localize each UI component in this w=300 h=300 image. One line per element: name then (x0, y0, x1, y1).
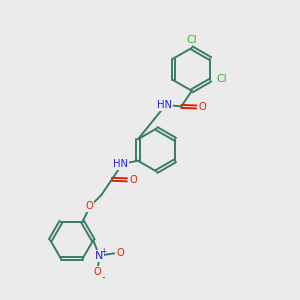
Text: Cl: Cl (187, 34, 197, 44)
Text: +: + (100, 247, 107, 256)
Text: N: N (95, 251, 103, 261)
Text: O: O (199, 102, 207, 112)
Text: HN: HN (113, 159, 128, 169)
Text: O: O (85, 201, 93, 211)
Text: Cl: Cl (217, 74, 227, 84)
Text: O: O (117, 248, 124, 258)
Text: O: O (94, 266, 102, 277)
Text: O: O (130, 175, 137, 185)
Text: HN: HN (157, 100, 172, 110)
Text: -: - (101, 272, 105, 282)
